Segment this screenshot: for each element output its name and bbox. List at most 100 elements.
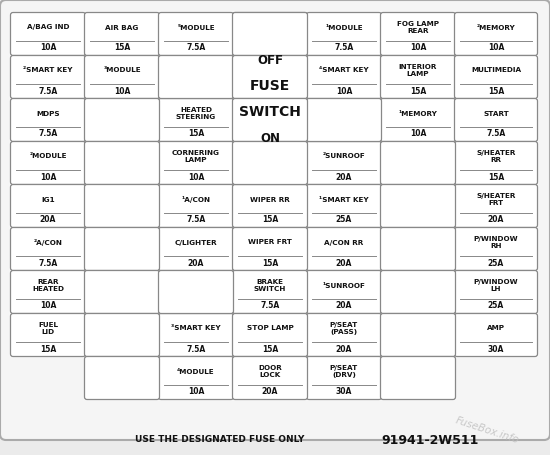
Text: IG1: IG1	[41, 197, 55, 202]
Text: FOG LAMP
REAR: FOG LAMP REAR	[397, 21, 439, 34]
Text: MDPS: MDPS	[36, 111, 60, 116]
Text: 20A: 20A	[262, 388, 278, 396]
Text: C/LIGHTER: C/LIGHTER	[175, 239, 217, 246]
Text: 20A: 20A	[40, 216, 56, 224]
FancyBboxPatch shape	[454, 228, 537, 271]
Text: 15A: 15A	[410, 86, 426, 96]
FancyBboxPatch shape	[233, 56, 307, 98]
Text: 91941-2W511: 91941-2W511	[381, 434, 478, 446]
Text: 20A: 20A	[488, 216, 504, 224]
Text: FUEL
LID: FUEL LID	[38, 322, 58, 335]
FancyBboxPatch shape	[85, 56, 160, 98]
Text: ²MODULE: ²MODULE	[29, 153, 67, 160]
FancyBboxPatch shape	[306, 98, 382, 142]
FancyBboxPatch shape	[0, 0, 550, 440]
Text: 25A: 25A	[488, 258, 504, 268]
Text: 10A: 10A	[410, 130, 426, 138]
Text: FUSE: FUSE	[250, 80, 290, 93]
FancyBboxPatch shape	[85, 142, 160, 184]
Text: 30A: 30A	[336, 388, 352, 396]
FancyBboxPatch shape	[85, 313, 160, 357]
Text: ³SMART KEY: ³SMART KEY	[171, 325, 221, 332]
FancyBboxPatch shape	[158, 357, 234, 399]
Text: BRAKE
SWITCH: BRAKE SWITCH	[254, 279, 286, 292]
FancyBboxPatch shape	[85, 271, 160, 313]
Text: 10A: 10A	[188, 388, 204, 396]
FancyBboxPatch shape	[306, 313, 382, 357]
FancyBboxPatch shape	[10, 142, 85, 184]
Text: ²SMART KEY: ²SMART KEY	[23, 67, 73, 74]
FancyBboxPatch shape	[381, 271, 455, 313]
Text: ¹MODULE: ¹MODULE	[325, 25, 363, 30]
Text: 7.5A: 7.5A	[186, 216, 206, 224]
FancyBboxPatch shape	[381, 12, 455, 56]
Text: 20A: 20A	[188, 258, 204, 268]
FancyBboxPatch shape	[85, 12, 160, 56]
FancyBboxPatch shape	[454, 56, 537, 98]
Text: 10A: 10A	[114, 86, 130, 96]
FancyBboxPatch shape	[306, 142, 382, 184]
FancyBboxPatch shape	[306, 357, 382, 399]
FancyBboxPatch shape	[158, 56, 234, 98]
FancyBboxPatch shape	[233, 357, 307, 399]
FancyBboxPatch shape	[454, 313, 537, 357]
Text: S/HEATER
RR: S/HEATER RR	[476, 150, 516, 163]
Text: ¹SMART KEY: ¹SMART KEY	[319, 197, 369, 202]
FancyBboxPatch shape	[158, 313, 234, 357]
FancyBboxPatch shape	[233, 12, 307, 56]
FancyBboxPatch shape	[381, 313, 455, 357]
Text: 20A: 20A	[336, 344, 352, 354]
Text: 7.5A: 7.5A	[186, 44, 206, 52]
FancyBboxPatch shape	[158, 12, 234, 56]
Text: 15A: 15A	[488, 172, 504, 182]
FancyBboxPatch shape	[454, 184, 537, 228]
Text: ⁵MODULE: ⁵MODULE	[177, 25, 215, 30]
Text: P/SEAT
(DRV): P/SEAT (DRV)	[330, 365, 358, 378]
FancyBboxPatch shape	[10, 228, 85, 271]
Text: ³MODULE: ³MODULE	[103, 67, 141, 74]
Text: OFF: OFF	[257, 54, 283, 67]
Text: 10A: 10A	[336, 86, 352, 96]
FancyBboxPatch shape	[306, 184, 382, 228]
FancyBboxPatch shape	[233, 271, 307, 313]
Text: 10A: 10A	[40, 302, 56, 310]
Text: P/WINDOW
LH: P/WINDOW LH	[474, 279, 518, 292]
FancyBboxPatch shape	[306, 12, 382, 56]
Text: 7.5A: 7.5A	[334, 44, 354, 52]
Text: STOP LAMP: STOP LAMP	[246, 325, 293, 332]
FancyBboxPatch shape	[158, 228, 234, 271]
Text: DOOR
LOCK: DOOR LOCK	[258, 365, 282, 378]
Text: 20A: 20A	[336, 302, 352, 310]
FancyBboxPatch shape	[85, 357, 160, 399]
FancyBboxPatch shape	[233, 142, 307, 184]
Text: 15A: 15A	[114, 44, 130, 52]
Text: AMP: AMP	[487, 325, 505, 332]
Text: 15A: 15A	[262, 216, 278, 224]
Text: 15A: 15A	[40, 344, 56, 354]
Text: ²SUNROOF: ²SUNROOF	[323, 153, 365, 160]
Text: 10A: 10A	[40, 172, 56, 182]
FancyBboxPatch shape	[306, 56, 382, 98]
FancyBboxPatch shape	[454, 271, 537, 313]
Text: 7.5A: 7.5A	[186, 344, 206, 354]
Text: 10A: 10A	[488, 44, 504, 52]
FancyBboxPatch shape	[158, 271, 234, 313]
FancyBboxPatch shape	[10, 12, 85, 56]
Text: S/HEATER
FRT: S/HEATER FRT	[476, 193, 516, 206]
Text: WIPER FRT: WIPER FRT	[248, 239, 292, 246]
Text: P/SEAT
(PASS): P/SEAT (PASS)	[330, 322, 358, 335]
Text: 7.5A: 7.5A	[39, 258, 58, 268]
FancyBboxPatch shape	[85, 184, 160, 228]
FancyBboxPatch shape	[158, 98, 234, 142]
Text: 10A: 10A	[410, 44, 426, 52]
FancyBboxPatch shape	[381, 357, 455, 399]
FancyBboxPatch shape	[233, 184, 307, 228]
Text: ¹MEMORY: ¹MEMORY	[399, 111, 437, 116]
Text: A/CON RR: A/CON RR	[324, 239, 364, 246]
Text: 15A: 15A	[188, 130, 204, 138]
FancyBboxPatch shape	[233, 12, 307, 184]
Text: ²A/CON: ²A/CON	[34, 239, 63, 246]
FancyBboxPatch shape	[10, 98, 85, 142]
Text: AIR BAG: AIR BAG	[105, 25, 139, 30]
Text: 15A: 15A	[262, 344, 278, 354]
